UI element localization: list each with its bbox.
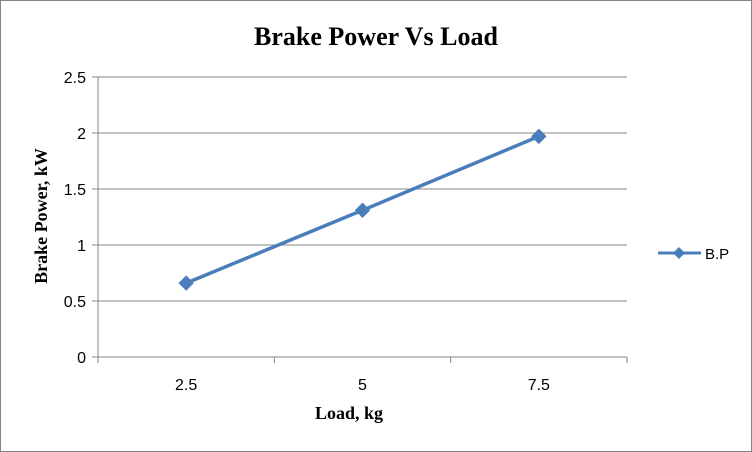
axes bbox=[92, 76, 628, 363]
x-tick-labels: 2.5 5 7.5 bbox=[175, 377, 550, 394]
y-tick-label: 2.5 bbox=[64, 70, 86, 87]
x-tick-label: 7.5 bbox=[528, 377, 550, 394]
x-tick-label: 5 bbox=[358, 377, 367, 394]
x-tick-label: 2.5 bbox=[175, 377, 197, 394]
y-tick-label: 0 bbox=[77, 350, 86, 367]
legend-label: B.P bbox=[705, 246, 729, 263]
legend: B.P bbox=[658, 246, 729, 263]
data-point-marker bbox=[178, 275, 194, 291]
x-axis-title: Load, kg bbox=[315, 403, 383, 423]
data-point-marker bbox=[354, 202, 371, 218]
y-axis-title: Brake Power, kW bbox=[31, 148, 51, 284]
y-tick-label: 0.5 bbox=[64, 294, 86, 311]
y-tick-label: 2 bbox=[77, 126, 86, 143]
data-markers bbox=[178, 128, 547, 291]
y-tick-label: 1 bbox=[77, 238, 86, 255]
data-point-marker bbox=[531, 128, 547, 145]
legend-diamond-marker bbox=[673, 247, 685, 259]
y-tick-labels: 0 0.5 1 1.5 2 2.5 bbox=[64, 70, 86, 367]
gridlines bbox=[98, 76, 627, 302]
chart-title: Brake Power Vs Load bbox=[254, 22, 498, 51]
y-tick-label: 1.5 bbox=[64, 182, 86, 199]
